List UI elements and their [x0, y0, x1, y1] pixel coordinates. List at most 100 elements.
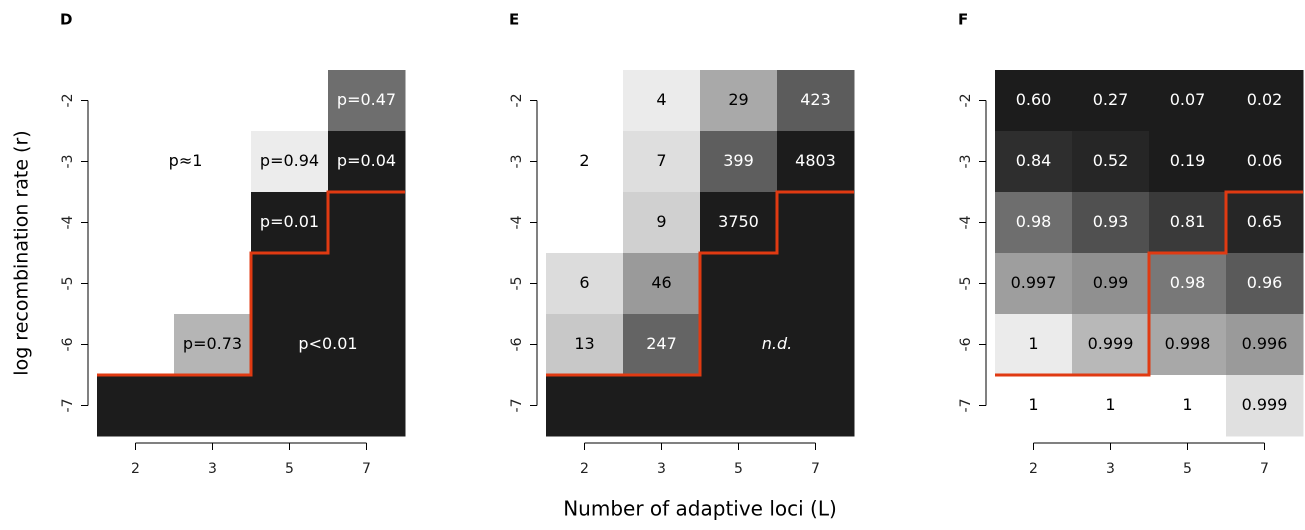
cell-label: 0.65 [1247, 212, 1283, 231]
cell [97, 253, 175, 315]
y-tick-label: -7 [60, 399, 76, 413]
cell [623, 314, 701, 376]
y-tick-label: -5 [958, 277, 974, 291]
cell [1072, 70, 1150, 132]
y-tick-label: -3 [60, 155, 76, 169]
cell [700, 131, 778, 193]
cell [1072, 253, 1150, 315]
y-tick-label: -7 [509, 399, 525, 413]
y-tick-label: -6 [958, 337, 974, 351]
boundary [97, 190, 405, 377]
cell [700, 375, 778, 437]
y-tick-label: -4 [60, 215, 76, 229]
cell-label: 0.999 [1242, 395, 1288, 414]
cell-label: 1 [1105, 395, 1115, 414]
cell [1149, 131, 1227, 193]
cell [1149, 375, 1227, 437]
annotation: p=0.01 [260, 212, 319, 231]
cell-label: 1 [1028, 334, 1038, 353]
cell-label: 0.96 [1247, 273, 1283, 292]
cell [623, 70, 701, 132]
cell-label: 0.997 [1011, 273, 1057, 292]
y-tick-label: -2 [509, 94, 525, 108]
cell-label: 247 [646, 334, 677, 353]
cell-label: 0.81 [1170, 212, 1206, 231]
cell-label: 4 [656, 90, 666, 109]
cell [995, 253, 1073, 315]
annotation: p=0.94 [260, 151, 319, 170]
cell-label: 0.84 [1016, 151, 1052, 170]
cell [328, 192, 406, 254]
cell [174, 131, 252, 193]
cell-label: 4803 [795, 151, 836, 170]
cell-label: 9 [656, 212, 666, 231]
cell [1072, 375, 1150, 437]
cell [1149, 70, 1227, 132]
cell [1149, 314, 1227, 376]
cell [995, 70, 1073, 132]
x-tick-label: 7 [1260, 461, 1269, 477]
cell [1226, 253, 1304, 315]
annotation: p≈1 [169, 151, 203, 170]
cell [777, 192, 855, 254]
cell [251, 375, 329, 437]
cell [623, 375, 701, 437]
cell-label: 2 [579, 151, 589, 170]
y-tick-label: -5 [509, 277, 525, 291]
cell-label: 0.999 [1088, 334, 1134, 353]
cell [777, 253, 855, 315]
annotation: p=0.04 [337, 151, 396, 170]
cell [251, 70, 329, 132]
panel-label: D [60, 11, 72, 29]
y-tick-label: -3 [958, 155, 974, 169]
x-tick-label: 2 [131, 461, 140, 477]
cell-label: 0.07 [1170, 90, 1206, 109]
x-tick-label: 2 [1029, 461, 1038, 477]
cell [251, 253, 329, 315]
y-tick-label: -4 [509, 215, 525, 229]
cell [174, 375, 252, 437]
cell-label: 0.06 [1247, 151, 1283, 170]
panel-label: E [509, 11, 519, 29]
cell-label: 0.98 [1016, 212, 1052, 231]
cell [97, 131, 175, 193]
cell [1226, 192, 1304, 254]
cell [1149, 253, 1227, 315]
cell [995, 192, 1073, 254]
cell [546, 192, 624, 254]
cell-label: 1 [1182, 395, 1192, 414]
y-tick-label: -6 [60, 337, 76, 351]
x-tick-label: 3 [208, 461, 217, 477]
y-tick-label: -5 [60, 277, 76, 291]
cell-label: 423 [800, 90, 831, 109]
boundary [995, 190, 1303, 377]
cell [995, 314, 1073, 376]
cell [328, 253, 406, 315]
cell [546, 314, 624, 376]
x-tick-label: 3 [1106, 461, 1115, 477]
cell-label: 0.19 [1170, 151, 1206, 170]
y-tick-label: -3 [509, 155, 525, 169]
cell-label: 7 [656, 151, 666, 170]
cell [700, 70, 778, 132]
cell-label: 0.998 [1165, 334, 1211, 353]
cell [174, 314, 252, 376]
cell [97, 375, 175, 437]
cell [174, 192, 252, 254]
x-tick-label: 2 [580, 461, 589, 477]
cell [546, 131, 624, 193]
cell [623, 253, 701, 315]
cell [174, 70, 252, 132]
cell [174, 253, 252, 315]
cell [328, 375, 406, 437]
cell-label: 46 [651, 273, 671, 292]
cell [546, 70, 624, 132]
y-tick-label: -2 [958, 94, 974, 108]
cell [251, 192, 329, 254]
annotation: p=0.73 [183, 334, 242, 353]
cell-label: 3750 [718, 212, 759, 231]
cell [777, 375, 855, 437]
x-axis-label: Number of adaptive loci (L) [563, 497, 837, 521]
cell-label: 1 [1028, 395, 1038, 414]
